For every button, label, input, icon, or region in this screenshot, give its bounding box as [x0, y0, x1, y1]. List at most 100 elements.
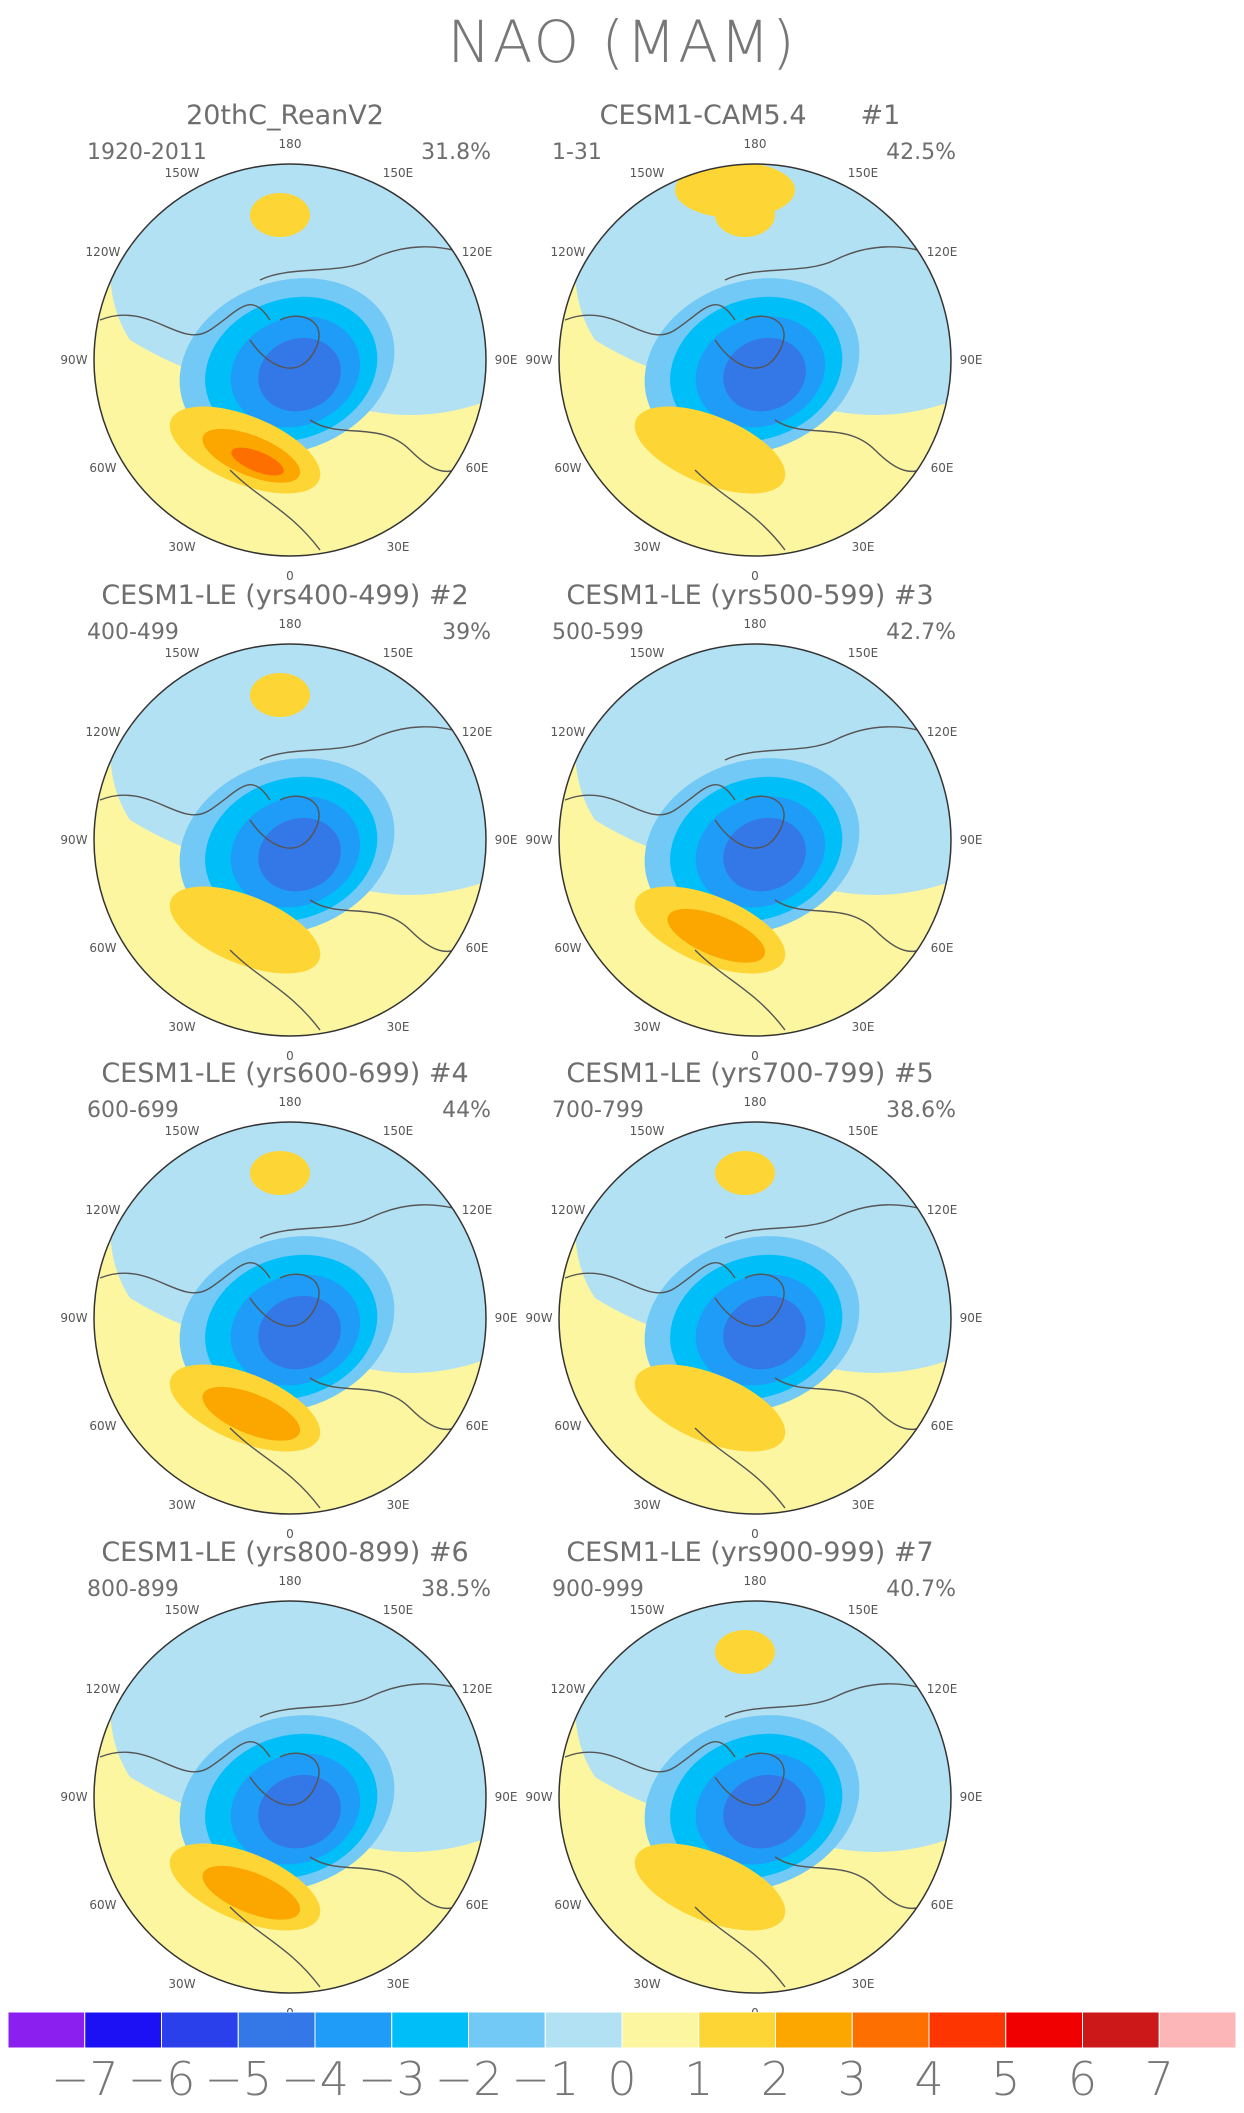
- longitude-label: 30W: [633, 540, 660, 554]
- map-panel: CESM1-LE (yrs500-599) #3 500-599 42.7% 180 1…: [460, 580, 1040, 1063]
- longitude-label: 90W: [60, 833, 87, 847]
- panel-variance-percent: 39%: [442, 620, 491, 645]
- longitude-label: 150E: [383, 1603, 414, 1617]
- longitude-label: 150E: [383, 166, 414, 180]
- longitude-label: 90E: [495, 833, 518, 847]
- longitude-label: 60E: [466, 1898, 489, 1912]
- longitude-label: 90W: [60, 353, 87, 367]
- colorbar-swatch: [621, 2012, 700, 2048]
- longitude-label: 60W: [89, 941, 116, 955]
- coastline: [259, 246, 481, 281]
- longitude-label: 120W: [86, 725, 121, 739]
- map-border: [558, 1600, 952, 1994]
- longitude-label: 30E: [387, 1498, 410, 1512]
- longitude-label: 60E: [931, 1898, 954, 1912]
- longitude-label: 0: [286, 569, 294, 583]
- panel-years: 800-899: [87, 1577, 179, 1602]
- panel-title-text: CESM1-LE (yrs700-799): [566, 1058, 886, 1089]
- colorbar-tick-label: 5: [991, 2052, 1021, 2106]
- coastline: [259, 1204, 481, 1239]
- coastline: [564, 784, 736, 816]
- coastline: [714, 1273, 785, 1327]
- longitude-label: 30W: [633, 1498, 660, 1512]
- longitude-label: 150E: [848, 166, 879, 180]
- longitude-label: 180: [279, 1095, 302, 1109]
- colorbar-swatch: [314, 2012, 393, 2048]
- map-panel: CESM1-LE (yrs900-999) #7 900-999 40.7% 180 1…: [460, 1537, 1040, 2020]
- panel-variance-percent: 42.7%: [886, 620, 956, 645]
- colorbar-tick-label: 6: [1067, 2052, 1098, 2106]
- map-border: [558, 1121, 952, 1515]
- longitude-label: 60E: [466, 461, 489, 475]
- longitude-label: 120E: [927, 245, 958, 259]
- longitude-label: 60W: [89, 1419, 116, 1433]
- map-border: [93, 643, 487, 1037]
- coastline: [259, 1683, 481, 1718]
- longitude-label: 180: [279, 617, 302, 631]
- colorbar-tick-label: −6: [127, 2052, 196, 2106]
- coastline: [714, 1752, 785, 1806]
- coastline: [249, 795, 320, 849]
- colorbar-tick-label: −7: [50, 2052, 119, 2106]
- longitude-label: 30E: [852, 1977, 875, 1991]
- coastline: [229, 949, 321, 1031]
- panel-years: 900-999: [552, 1577, 644, 1602]
- longitude-label: 90E: [495, 353, 518, 367]
- longitude-label: 150W: [165, 1124, 200, 1138]
- longitude-label: 120E: [927, 725, 958, 739]
- longitude-label: 90W: [60, 1790, 87, 1804]
- longitude-label: 90E: [495, 1790, 518, 1804]
- pacific-positive: [250, 673, 310, 717]
- map-border: [93, 1121, 487, 1515]
- pacific-positive: [715, 1151, 775, 1195]
- longitude-label: 150W: [630, 646, 665, 660]
- panel-title-text: CESM1-LE (yrs800-899): [101, 1537, 421, 1568]
- longitude-label: 180: [744, 1095, 767, 1109]
- coastline: [694, 1906, 786, 1988]
- coastline: [694, 949, 786, 1031]
- panel-title: CESM1-LE (yrs500-599) #3: [460, 580, 1040, 611]
- panel-years: 500-599: [552, 620, 644, 645]
- longitude-label: 180: [744, 617, 767, 631]
- coastline: [99, 1262, 271, 1294]
- longitude-label: 60E: [466, 941, 489, 955]
- longitude-label: 180: [744, 1574, 767, 1588]
- colorbar-tick-label: 7: [1144, 2052, 1174, 2106]
- panel-years: 700-799: [552, 1098, 644, 1123]
- longitude-label: 90W: [60, 1311, 87, 1325]
- longitude-label: 120E: [462, 725, 493, 739]
- longitude-label: 60E: [931, 461, 954, 475]
- longitude-label: 150E: [848, 1124, 879, 1138]
- panel-years: 600-699: [87, 1098, 179, 1123]
- coastline: [724, 1683, 946, 1718]
- panel-number: #6: [420, 1537, 469, 1568]
- colorbar-swatch: [851, 2012, 930, 2048]
- map-border: [558, 163, 952, 557]
- longitude-label: 60W: [554, 461, 581, 475]
- atlantic-positive-level: [634, 1843, 786, 1931]
- polar-negative-level: [723, 1295, 806, 1370]
- longitude-label: 0: [751, 1049, 759, 1063]
- panel-title: CESM1-LE (yrs900-999) #7: [460, 1537, 1040, 1568]
- atlantic-positive-level: [667, 908, 766, 963]
- colorbar-swatch: [1005, 2012, 1083, 2048]
- longitude-label: 60W: [554, 1419, 581, 1433]
- atlantic-positive-level: [634, 1364, 786, 1452]
- atlantic-positive-level: [202, 1865, 301, 1920]
- polar-negative-level: [258, 337, 341, 412]
- page-title: NAO (MAM): [447, 8, 797, 76]
- coastline: [714, 315, 785, 369]
- longitude-label: 90W: [525, 353, 552, 367]
- colorbar-swatch: [8, 2012, 86, 2048]
- coastline: [249, 315, 320, 369]
- coastline: [724, 1204, 946, 1239]
- longitude-label: 90E: [960, 353, 983, 367]
- colorbar-tick-label: −2: [434, 2052, 503, 2106]
- map-panel: CESM1-LE (yrs700-799) #5 700-799 38.6% 180 1…: [460, 1058, 1040, 1541]
